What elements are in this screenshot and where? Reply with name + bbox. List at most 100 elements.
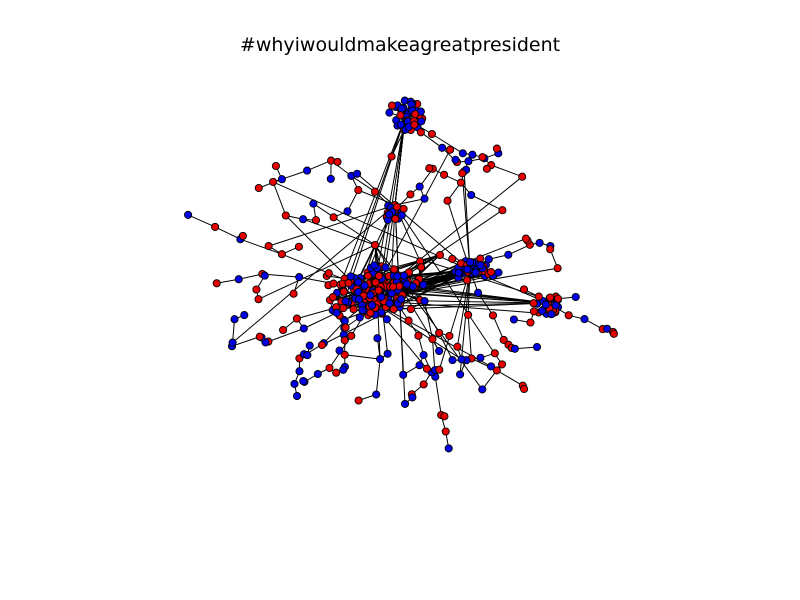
graph-node-blue bbox=[360, 281, 369, 290]
graph-edge bbox=[492, 315, 505, 341]
graph-node-blue bbox=[399, 370, 408, 379]
graph-node-blue bbox=[466, 258, 475, 267]
graph-node-red bbox=[292, 314, 301, 323]
graph-node-blue bbox=[532, 342, 542, 352]
graph-node-red bbox=[340, 350, 349, 359]
graph-node-red bbox=[521, 234, 530, 243]
graph-node-blue bbox=[420, 297, 429, 306]
graph-node-blue bbox=[358, 306, 367, 315]
graph-node-blue bbox=[303, 166, 312, 175]
graph-node-red bbox=[414, 331, 423, 340]
graph-node-red bbox=[252, 285, 261, 294]
graph-node-blue bbox=[366, 291, 375, 300]
graph-edge bbox=[391, 129, 405, 157]
graph-node-red bbox=[425, 164, 434, 173]
graph-node-blue bbox=[385, 108, 394, 117]
graph-node-red bbox=[406, 190, 415, 199]
graph-node-blue bbox=[343, 207, 352, 216]
graph-node-blue bbox=[299, 377, 308, 386]
graph-node-blue bbox=[419, 280, 428, 289]
graph-edge bbox=[470, 194, 503, 211]
graph-node-red bbox=[546, 245, 555, 254]
graph-node-red bbox=[279, 325, 288, 335]
graph-node-red bbox=[340, 336, 349, 345]
graph-node-red bbox=[289, 289, 298, 298]
graph-node-blue bbox=[467, 190, 476, 200]
graph-edge bbox=[477, 292, 494, 316]
graph-node-blue bbox=[332, 308, 341, 317]
graph-node-blue bbox=[340, 316, 349, 326]
graph-node-red bbox=[311, 216, 321, 225]
graph-edge bbox=[424, 300, 433, 340]
graph-node-red bbox=[488, 311, 498, 320]
graph-node-red bbox=[277, 250, 286, 259]
graph-node-red bbox=[519, 285, 529, 294]
graph-node-red bbox=[448, 254, 457, 263]
graph-node-red bbox=[428, 335, 437, 344]
graph-node-blue bbox=[299, 215, 308, 224]
graph-node-red bbox=[281, 211, 290, 220]
graph-edge bbox=[281, 170, 308, 180]
graph-node-red bbox=[406, 305, 415, 314]
graph-edge bbox=[303, 312, 337, 329]
graph-node-blue bbox=[415, 182, 424, 191]
graph-node-red bbox=[389, 305, 398, 314]
graph-edge bbox=[491, 164, 523, 178]
graph-edge bbox=[374, 244, 440, 352]
graph-edge bbox=[240, 238, 283, 255]
graph-node-blue bbox=[448, 356, 457, 365]
graph-node-blue bbox=[381, 263, 390, 272]
graph-node-blue bbox=[299, 324, 308, 333]
graph-node-blue bbox=[580, 315, 589, 324]
graph-node-red bbox=[317, 340, 327, 350]
graph-node-blue bbox=[376, 355, 385, 364]
graph-node-blue bbox=[382, 315, 391, 324]
graph-node-blue bbox=[341, 297, 350, 306]
graph-node-blue bbox=[444, 444, 453, 453]
graph-node-red bbox=[387, 152, 396, 161]
graph-node-red bbox=[339, 287, 348, 296]
graph-node-red bbox=[344, 279, 353, 288]
graph-edge bbox=[268, 204, 396, 247]
graph-node-blue bbox=[484, 255, 493, 264]
graph-node-red bbox=[499, 335, 508, 344]
graph-node-blue bbox=[420, 194, 429, 203]
graph-node-blue bbox=[402, 280, 411, 289]
graph-node-red bbox=[416, 128, 425, 137]
graph-node-red bbox=[487, 268, 496, 277]
graph-node-blue bbox=[400, 399, 410, 408]
graph-edge bbox=[375, 359, 381, 395]
graph-node-blue bbox=[355, 295, 364, 304]
graph-node-red bbox=[329, 279, 338, 288]
graph-node-blue bbox=[399, 271, 408, 280]
graph-node-blue bbox=[396, 120, 405, 129]
graph-node-blue bbox=[463, 265, 472, 274]
graph-edge bbox=[272, 181, 287, 216]
graph-node-red bbox=[374, 271, 383, 280]
graph-node-blue bbox=[339, 365, 348, 374]
graph-node-blue bbox=[476, 353, 485, 362]
graph-edge bbox=[313, 203, 376, 246]
graph-node-red bbox=[327, 156, 336, 165]
graph-node-red bbox=[396, 111, 405, 120]
graph-node-blue bbox=[504, 250, 513, 259]
graph-node-blue bbox=[451, 155, 460, 164]
graph-node-blue bbox=[510, 344, 519, 353]
graph-node-red bbox=[497, 360, 507, 369]
graph-node-blue bbox=[354, 278, 363, 287]
graph-edge bbox=[214, 226, 241, 240]
graph-node-red bbox=[609, 329, 618, 338]
graph-node-red bbox=[427, 129, 436, 139]
graph-node-red bbox=[440, 170, 449, 179]
graph-node-red bbox=[328, 293, 337, 302]
graph-node-blue bbox=[547, 310, 556, 319]
graph-node-blue bbox=[397, 295, 406, 304]
graph-node-blue bbox=[230, 315, 239, 324]
graph-node-blue bbox=[397, 211, 406, 220]
graph-node-red bbox=[520, 384, 529, 394]
graph-node-blue bbox=[419, 350, 428, 360]
graph-node-red bbox=[254, 183, 263, 193]
graph-edge bbox=[351, 175, 376, 193]
graph-node-red bbox=[238, 231, 247, 240]
